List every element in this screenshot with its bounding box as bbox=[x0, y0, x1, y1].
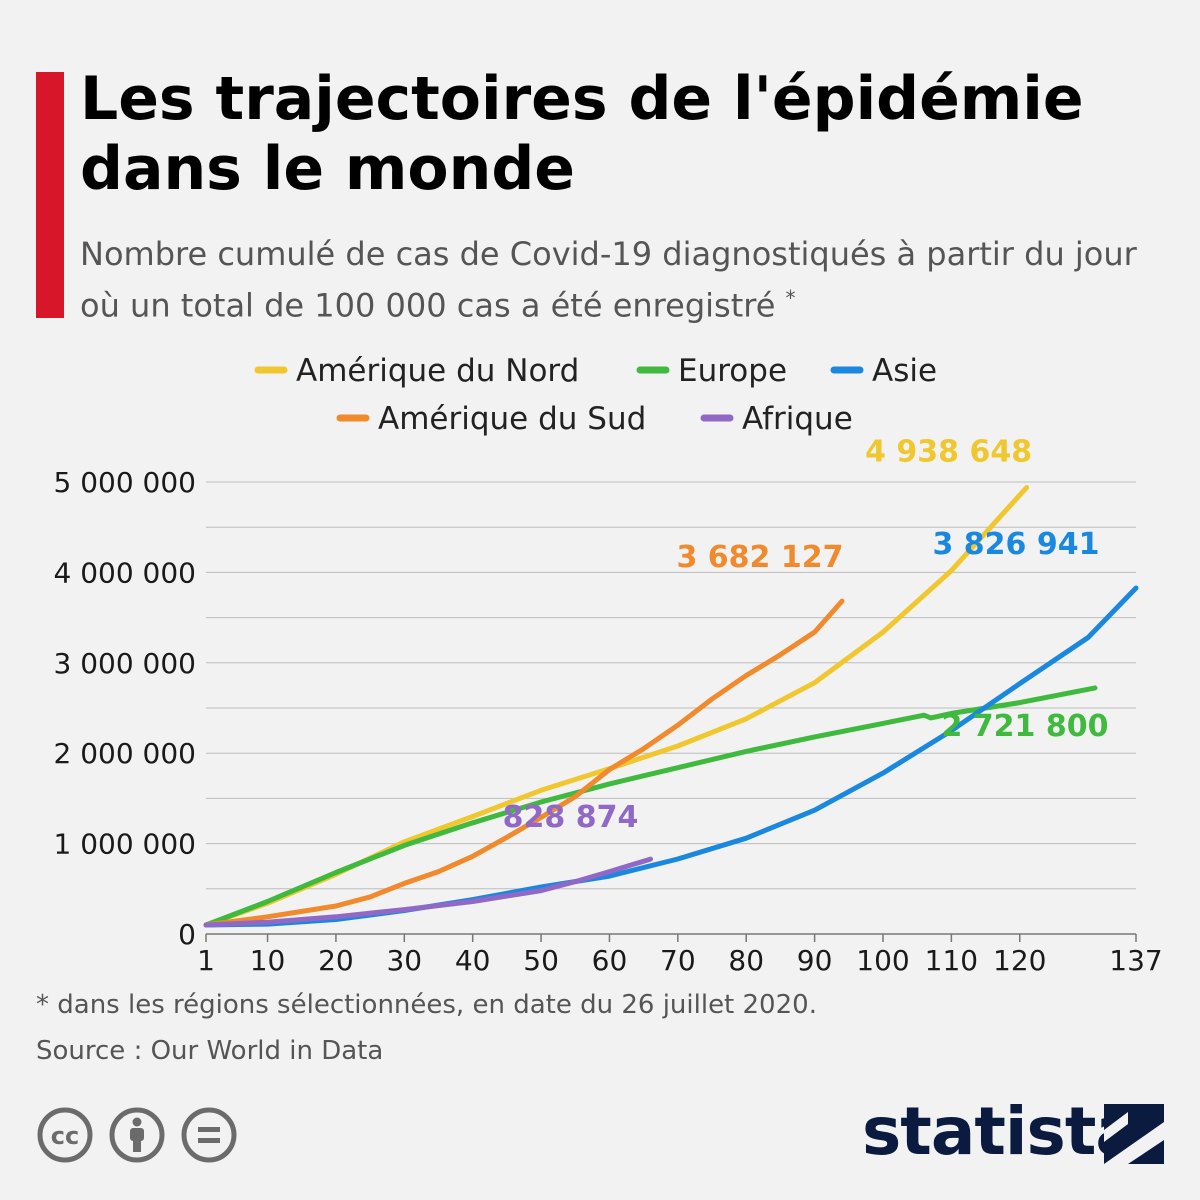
brand-wordmark: statista bbox=[862, 1092, 1139, 1172]
x-tick-label: 70 bbox=[660, 944, 696, 977]
statista-logo-icon bbox=[1104, 1104, 1164, 1164]
x-tick-label: 60 bbox=[592, 944, 628, 977]
accent-bar bbox=[36, 72, 64, 318]
x-tick-label: 80 bbox=[728, 944, 764, 977]
series-line bbox=[206, 588, 1136, 925]
y-tick-label: 5 000 000 bbox=[53, 466, 196, 499]
x-tick-label: 110 bbox=[925, 944, 978, 977]
svg-text:cc: cc bbox=[51, 1122, 79, 1150]
x-tick-label: 90 bbox=[797, 944, 833, 977]
data-label: 3 682 127 bbox=[676, 540, 843, 575]
subtitle: Nombre cumulé de cas de Covid-19 diagnos… bbox=[80, 232, 1170, 328]
page-title: Les trajectoires de l'épidémie dans le m… bbox=[80, 64, 1160, 204]
no-derivatives-icon[interactable] bbox=[180, 1106, 238, 1164]
line-chart: Amérique du Nord Europe Asie Amérique du Su… bbox=[0, 340, 1200, 980]
x-tick-label: 10 bbox=[250, 944, 286, 977]
license-icons: cc bbox=[36, 1106, 238, 1164]
x-tick-label: 1 bbox=[197, 944, 215, 977]
x-tick-label: 20 bbox=[318, 944, 354, 977]
attribution-icon[interactable] bbox=[108, 1106, 166, 1164]
x-tick-label: 40 bbox=[455, 944, 491, 977]
x-tick-label: 137 bbox=[1109, 944, 1162, 977]
data-label: 828 874 bbox=[503, 800, 639, 835]
y-tick-label: 0 bbox=[178, 918, 196, 951]
y-tick-label: 1 000 000 bbox=[53, 828, 196, 861]
legend-label: Amérique du Nord bbox=[296, 353, 579, 389]
legend-label: Afrique bbox=[742, 401, 853, 437]
data-label: 2 721 800 bbox=[941, 709, 1108, 744]
footnote: * dans les régions sélectionnées, en dat… bbox=[36, 990, 817, 1020]
series-line bbox=[206, 488, 1027, 926]
x-tick-label: 120 bbox=[993, 944, 1046, 977]
y-tick-label: 3 000 000 bbox=[53, 647, 196, 680]
y-tick-label: 2 000 000 bbox=[53, 737, 196, 770]
subtitle-footnote-mark: * bbox=[786, 286, 796, 310]
series-line bbox=[206, 601, 842, 925]
y-tick-label: 4 000 000 bbox=[53, 556, 196, 589]
x-tick-label: 30 bbox=[386, 944, 422, 977]
data-label: 4 938 648 bbox=[865, 435, 1032, 470]
x-tick-label: 100 bbox=[856, 944, 909, 977]
x-tick-label: 50 bbox=[523, 944, 559, 977]
subtitle-text: Nombre cumulé de cas de Covid-19 diagnos… bbox=[80, 235, 1137, 325]
data-label: 3 826 941 bbox=[932, 527, 1099, 562]
legend-label: Europe bbox=[678, 353, 787, 389]
legend-label: Amérique du Sud bbox=[378, 401, 646, 437]
cc-icon[interactable]: cc bbox=[36, 1106, 94, 1164]
source-note: Source : Our World in Data bbox=[36, 1036, 383, 1066]
legend-label: Asie bbox=[872, 353, 937, 389]
